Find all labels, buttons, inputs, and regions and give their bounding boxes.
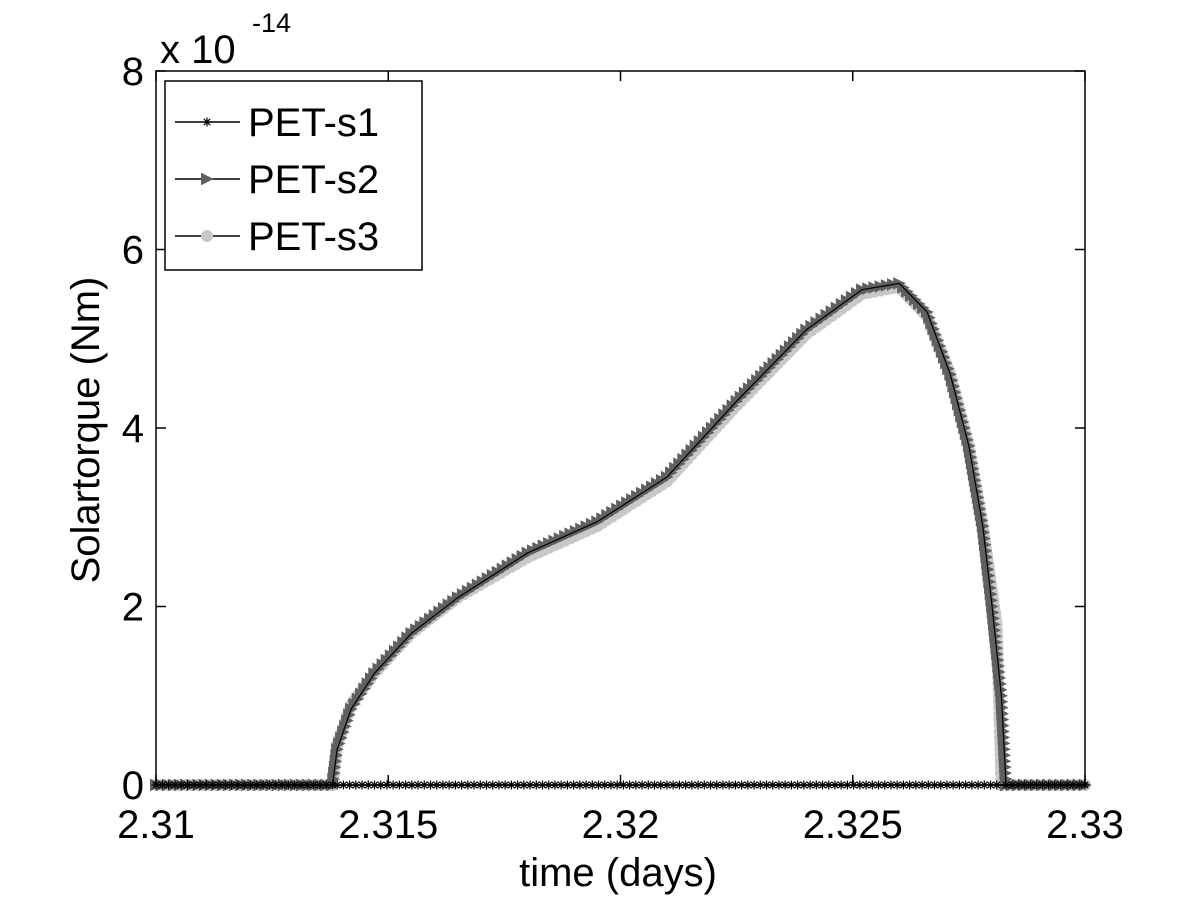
- y-tick-label: 4: [122, 407, 144, 451]
- data-point: [202, 117, 212, 127]
- legend-label: PET-s1: [248, 101, 379, 145]
- axis-ticks: 2.31 2.315 2.32 2.325 2.33 0 2 4 6 8: [117, 50, 1124, 847]
- data-point: [201, 172, 214, 186]
- x-tick-label: 2.315: [338, 803, 438, 847]
- legend-item: PET-s1: [175, 101, 379, 145]
- y-axis-label: Solartorque (Nm): [64, 277, 108, 584]
- series-edges: [156, 282, 1085, 786]
- legend-item: PET-s2: [175, 158, 379, 202]
- data-point: [201, 230, 213, 242]
- x-tick-label: 2.31: [117, 803, 195, 847]
- x-tick-label: 2.325: [803, 803, 903, 847]
- legend-label: PET-s3: [248, 215, 379, 259]
- y-exponent-power: -14: [252, 8, 291, 38]
- x-tick-label: 2.32: [582, 803, 660, 847]
- legend-label: PET-s2: [248, 158, 379, 202]
- y-tick-label: 8: [122, 50, 144, 94]
- legend-item: PET-s3: [175, 215, 379, 259]
- y-tick-label: 6: [122, 229, 144, 273]
- y-tick-label: 2: [122, 586, 144, 630]
- x-tick-label: 2.33: [1046, 803, 1124, 847]
- y-tick-label: 0: [122, 764, 144, 808]
- y-exponent-label: x 10 -14: [160, 8, 291, 72]
- y-exponent-base: x 10: [160, 28, 236, 72]
- series-line: [156, 282, 1085, 786]
- legend: PET-s1 PET-s2 PET-s3: [164, 80, 423, 271]
- x-axis-label: time (days): [519, 851, 717, 895]
